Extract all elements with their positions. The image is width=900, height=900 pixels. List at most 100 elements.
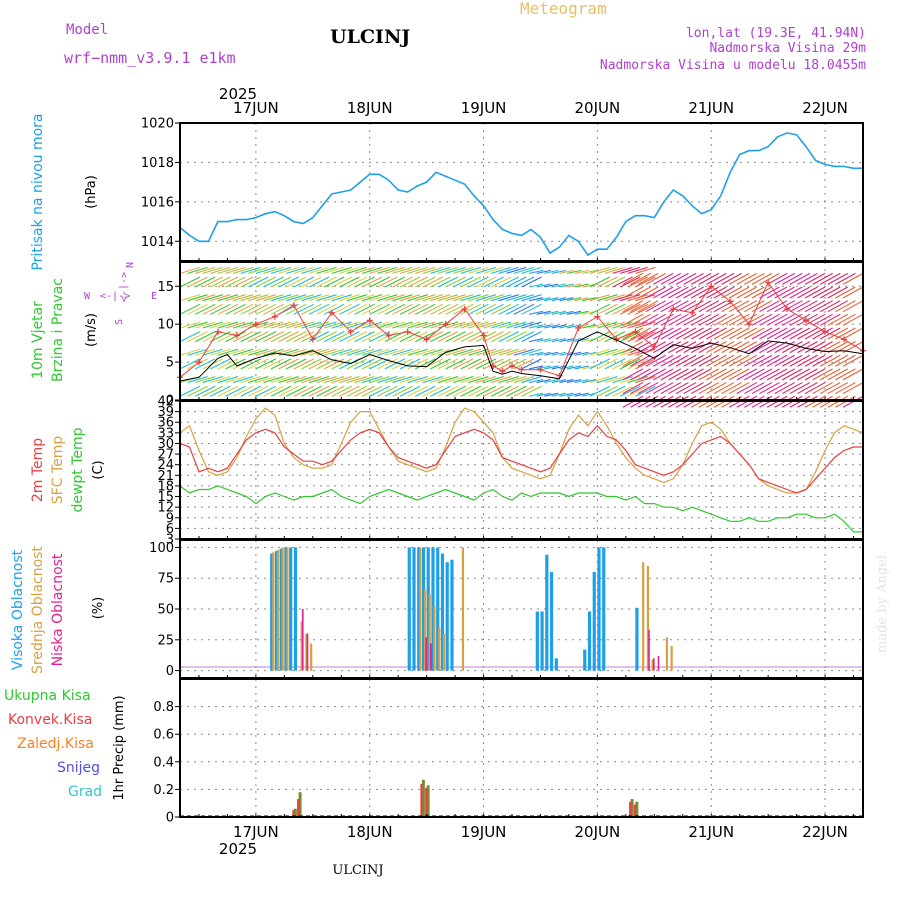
- wind-arrow: [521, 358, 542, 370]
- wind-arrow: [293, 385, 315, 397]
- wind-arrow: [713, 272, 735, 285]
- wind-arrow: [217, 385, 239, 397]
- wind-arrow: [566, 392, 582, 397]
- wind-arrow: [789, 382, 811, 395]
- wind-arrow: [804, 272, 826, 285]
- wind-gust-marker: [309, 336, 316, 343]
- wind-arrow: [637, 272, 659, 285]
- wind-arrow: [698, 382, 720, 395]
- wind-arrow: [559, 392, 574, 397]
- wind-arrow: [627, 321, 648, 329]
- wind-arrow: [331, 321, 352, 329]
- wind-arrow: [782, 368, 803, 381]
- wind-arrow: [384, 303, 406, 315]
- wind-arrow: [354, 331, 375, 343]
- wind-title-2: Brzina i Pravac: [50, 278, 66, 382]
- wind-arrow: [445, 385, 466, 397]
- wind-arrow: [399, 294, 421, 302]
- wind-arrow: [604, 358, 626, 370]
- wind-arrow: [255, 303, 277, 315]
- ytick-label-pressure: 1014: [141, 235, 174, 250]
- wind-arrow: [331, 376, 352, 384]
- wind-arrow: [637, 382, 659, 395]
- cloud-bar-high: [587, 611, 592, 671]
- precip-legend: Ukupna Kisa Konvek.Kisa Zaledj.Kisa Snijeg G…: [4, 688, 102, 800]
- wind-arrow: [766, 354, 788, 367]
- precip-legend-item: Ukupna Kisa: [4, 688, 91, 704]
- wind-arrow: [706, 327, 727, 340]
- wind-arrow: [270, 303, 292, 315]
- wind-direction-arrows: [179, 266, 864, 408]
- wind-arrow: [422, 294, 444, 302]
- wind-arrow: [835, 286, 856, 299]
- wind-arrow: [612, 276, 633, 288]
- wind-arrow: [544, 269, 559, 274]
- wind-arrow: [232, 303, 254, 315]
- wind-arrow: [660, 382, 682, 395]
- wind-arrow: [675, 286, 697, 299]
- wind-arrow: [377, 266, 398, 274]
- wind-arrow: [248, 348, 269, 356]
- wind-arrow: [301, 385, 322, 397]
- wind-arrow: [324, 348, 345, 356]
- wind-arrow: [445, 276, 466, 288]
- wind-arrow: [759, 272, 780, 285]
- wind-arrow: [331, 276, 353, 288]
- wind-arrow: [354, 348, 375, 356]
- wind-arrow: [415, 348, 436, 356]
- wind-arrow: [293, 348, 314, 356]
- wind-arrow: [225, 331, 246, 343]
- wind-arrow: [690, 327, 712, 340]
- wind-arrow: [179, 385, 201, 397]
- temp-title-2: SFC Temp: [50, 436, 66, 505]
- wind-arrow: [597, 321, 618, 329]
- wind-arrow: [301, 266, 322, 274]
- wind-arrow: [513, 294, 535, 302]
- wind-arrow: [536, 297, 551, 302]
- wind-arrow: [217, 276, 239, 288]
- top-date-label: 17JUN: [233, 99, 279, 117]
- wind-arrow: [399, 266, 421, 274]
- wind-arrow: [483, 294, 504, 302]
- wind-arrow: [804, 341, 826, 354]
- wind-arrow: [263, 321, 284, 329]
- wind-arrow: [774, 327, 795, 340]
- footer-station: ULCINJ: [332, 863, 383, 878]
- precip-conv-bar: [633, 804, 636, 817]
- wind-arrow: [521, 348, 542, 356]
- wind-arrow: [622, 354, 644, 367]
- ytick-label-wind: 15: [157, 280, 174, 295]
- wind-arrow: [369, 303, 390, 315]
- wind-arrow: [240, 321, 261, 329]
- wind-arrow: [728, 368, 750, 381]
- wind-arrow: [240, 358, 261, 370]
- cloud-bar-high: [431, 547, 435, 671]
- wind-arrow: [521, 266, 542, 274]
- wind-arrow: [744, 300, 765, 313]
- wind-arrow: [460, 321, 481, 329]
- wind-arrow: [622, 272, 644, 285]
- wind-arrow: [415, 331, 436, 343]
- wind-gust-marker: [575, 324, 582, 331]
- wind-arrow: [544, 379, 559, 384]
- precip-total-bar: [298, 792, 302, 817]
- wind-arrow: [728, 354, 750, 367]
- wind-arrow: [736, 382, 758, 395]
- wind-arrow: [369, 321, 390, 329]
- wind-arrow: [339, 376, 360, 384]
- wind-arrow: [721, 341, 742, 354]
- wind-arrow: [323, 331, 345, 343]
- cloud-bar-mid: [305, 633, 308, 671]
- wind-arrow: [354, 276, 375, 288]
- wind-arrow: [812, 313, 833, 326]
- compass-west: W: [84, 291, 91, 302]
- wind-arrow: [574, 338, 589, 343]
- wind-arrow: [589, 376, 610, 384]
- wind-arrow: [453, 348, 474, 356]
- wind-arrow: [415, 385, 436, 397]
- wind-arrow: [430, 331, 451, 343]
- wind-arrow: [506, 321, 527, 329]
- year-top: 2025: [219, 85, 257, 103]
- wind-arrow: [521, 294, 542, 302]
- wind-arrow: [589, 358, 611, 370]
